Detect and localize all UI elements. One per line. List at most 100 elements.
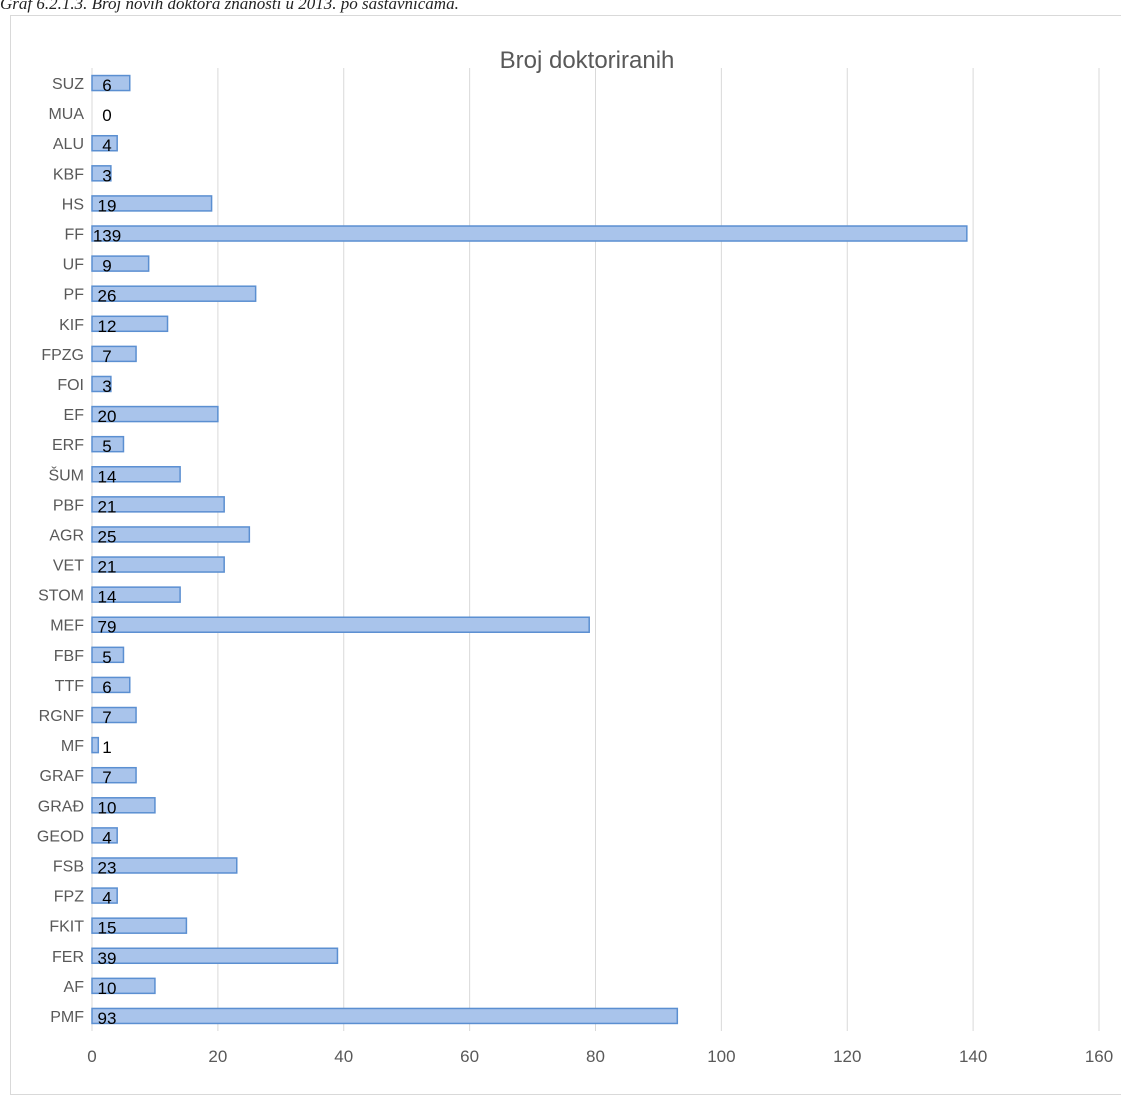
- bar-UF: [91, 255, 150, 272]
- bar-AF: [91, 977, 156, 995]
- data-label: 26: [98, 287, 117, 306]
- data-label: 139: [93, 227, 121, 246]
- bar-VET: [91, 556, 225, 573]
- bar-MF: [91, 736, 100, 754]
- y-tick-label: MEF: [50, 618, 84, 635]
- x-tick-label: 20: [208, 1047, 227, 1066]
- data-label: 23: [98, 858, 117, 877]
- x-tick-label: 0: [87, 1047, 96, 1066]
- data-label: 1: [102, 738, 111, 757]
- y-tick-label: VET: [53, 558, 84, 575]
- data-label: 14: [98, 588, 117, 607]
- y-tick-label: EF: [64, 407, 85, 424]
- bar-FOI: [91, 375, 112, 393]
- y-tick-label: ERF: [52, 437, 84, 454]
- y-tick-label: PBF: [53, 497, 84, 514]
- y-tick-label: FER: [52, 949, 84, 966]
- data-label: 93: [98, 1009, 117, 1028]
- x-axis-labels: 0 20 40 60 80 100 120 140 160: [87, 1047, 1113, 1066]
- data-label: 15: [98, 919, 117, 938]
- data-label: 7: [102, 768, 111, 787]
- y-tick-label: UF: [63, 257, 85, 274]
- x-tick-label: 60: [460, 1047, 479, 1066]
- y-tick-label: ALU: [53, 136, 84, 153]
- y-tick-label: PMF: [50, 1009, 84, 1026]
- data-label: 6: [102, 678, 111, 697]
- bar-STOM: [91, 586, 181, 603]
- x-tick-label: 40: [334, 1047, 353, 1066]
- data-label: 79: [98, 618, 117, 637]
- data-label: 7: [102, 708, 111, 727]
- data-label: 14: [98, 467, 117, 486]
- data-label: 3: [102, 377, 111, 396]
- bar-FER: [91, 947, 339, 965]
- bar-TTF: [91, 676, 131, 694]
- data-label: 4: [102, 828, 111, 847]
- data-label: 0: [102, 106, 111, 125]
- y-tick-label: GRAĐ: [38, 798, 84, 815]
- bar-FSB: [91, 857, 238, 874]
- bar-AGR: [91, 526, 251, 543]
- x-tick-label: 140: [959, 1047, 987, 1066]
- data-label: 19: [98, 196, 117, 215]
- bar-FPZG: [91, 345, 137, 363]
- y-tick-label: STOM: [38, 588, 84, 605]
- y-tick-label: FSB: [53, 858, 84, 875]
- bar-GRAĐ: [91, 797, 156, 814]
- bar-FKIT: [91, 917, 188, 934]
- bar-PBF: [91, 496, 225, 513]
- y-tick-label: FPZ: [54, 889, 84, 906]
- y-tick-label: AF: [64, 979, 85, 996]
- data-label: 3: [102, 166, 111, 185]
- data-label: 10: [98, 979, 117, 998]
- bar-SUZ: [91, 74, 131, 92]
- y-tick-label: HS: [62, 196, 84, 213]
- y-tick-label: FKIT: [49, 919, 84, 936]
- data-label: 4: [102, 136, 111, 155]
- x-tick-label: 120: [833, 1047, 861, 1066]
- gridlines: [91, 68, 1100, 1031]
- y-axis-labels: SUZ MUA ALU KBF HS FF UF PF KIF FPZG FOI EF ERF ŠUM PB…: [37, 76, 84, 1026]
- y-tick-label: ŠUM: [48, 465, 84, 484]
- y-tick-label: FPZG: [41, 347, 84, 364]
- bar-FF: [91, 225, 968, 242]
- y-tick-label: KBF: [53, 166, 84, 183]
- bar-ALU: [91, 134, 118, 152]
- bar-GEOD: [91, 827, 118, 844]
- bar-PF: [91, 285, 257, 302]
- data-label: 7: [102, 347, 111, 366]
- y-tick-label: FF: [64, 227, 84, 244]
- x-tick-label: 160: [1085, 1047, 1113, 1066]
- data-label: 4: [102, 889, 111, 908]
- y-tick-label: GEOD: [37, 828, 84, 845]
- data-label: 39: [98, 949, 117, 968]
- data-label: 12: [98, 317, 117, 336]
- data-label: 21: [98, 558, 117, 577]
- y-tick-label: RGNF: [39, 708, 85, 725]
- bar-KBF: [91, 165, 112, 182]
- bar-FPZ: [91, 887, 118, 904]
- bar-RGNF: [91, 706, 137, 724]
- data-label: 10: [98, 798, 117, 817]
- bar-chart: Broj doktoriranih SUZ MUA ALU KBF HS FF UF PF KI…: [37, 47, 1113, 1066]
- data-labels: 6 0 4 3 19 139 9 26 12 7 3 20 5 14 21 25 21 14 79 5 6 7 1 7 10 4 2…: [93, 76, 121, 1028]
- bar-PMF: [91, 1007, 679, 1025]
- x-tick-label: 100: [707, 1047, 735, 1066]
- y-tick-label: FOI: [57, 377, 84, 394]
- data-label: 20: [98, 407, 117, 426]
- y-tick-label: MUA: [48, 106, 84, 123]
- data-label: 5: [102, 648, 111, 667]
- data-label: 21: [98, 497, 117, 516]
- bar-ERF: [91, 435, 125, 453]
- y-tick-label: GRAF: [40, 768, 85, 785]
- y-tick-label: MF: [61, 738, 84, 755]
- y-tick-label: FBF: [54, 648, 84, 665]
- figure-caption: Graf 6.2.1.3. Broj novih doktora znanost…: [0, 0, 459, 13]
- y-tick-label: KIF: [59, 317, 84, 334]
- bar-KIF: [91, 315, 169, 333]
- y-tick-label: AGR: [49, 527, 84, 544]
- bar-HS: [91, 195, 213, 212]
- data-label: 6: [102, 76, 111, 95]
- data-label: 9: [102, 257, 111, 276]
- chart-title: Broj doktoriranih: [500, 47, 675, 74]
